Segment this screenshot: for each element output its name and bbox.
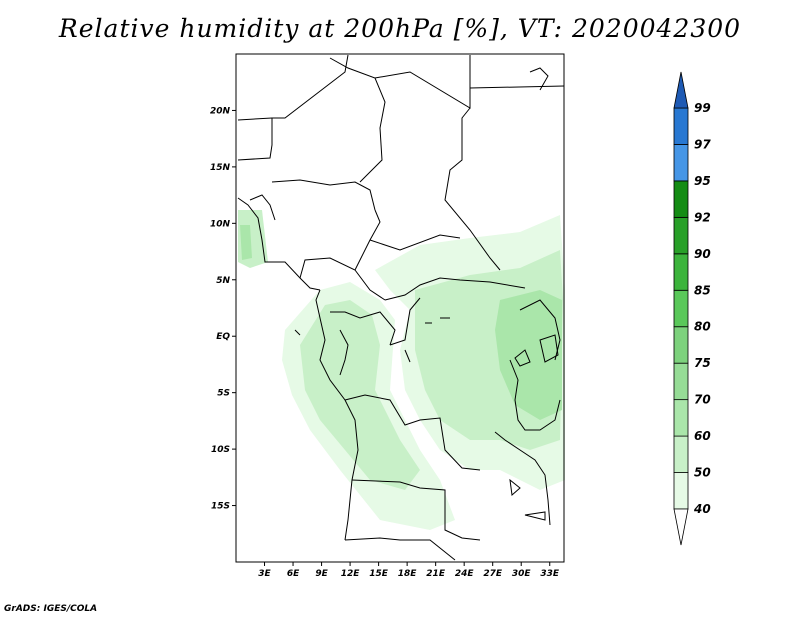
lon-tick-label: 33E — [540, 569, 560, 579]
lon-tick-label: 30E — [512, 569, 532, 579]
colorbar-box — [673, 399, 689, 437]
shading-area-gulf-inner — [240, 225, 252, 260]
shading-area-east — [495, 290, 562, 420]
lon-tick-label: 21E — [426, 569, 446, 579]
lat-tick-label: 15N — [210, 163, 231, 173]
colorbar-box — [673, 216, 689, 255]
lat-tick-label: 20N — [210, 106, 231, 116]
lat-tick-label: EQ — [216, 332, 230, 342]
colorbar-label: 99 — [694, 101, 711, 115]
lon-tick-label: 3E — [258, 569, 271, 579]
lat-tick-label: 10S — [211, 445, 230, 455]
colorbar-box — [673, 253, 689, 291]
lon-tick-label: 18E — [398, 569, 418, 579]
colorbar-box — [673, 362, 689, 401]
colorbar-label: 95 — [694, 174, 711, 188]
lat-tick-label: 10N — [210, 219, 231, 229]
colorbar-box — [673, 435, 689, 473]
colorbar-label: 40 — [693, 502, 711, 516]
map-frame — [235, 53, 565, 563]
colorbar-box — [673, 289, 689, 328]
colorbar-high-triangle — [673, 71, 689, 109]
map-figure: 3E 6E 9E 12E 15E 18E 21E 24E 27E 30E 33E 20N 15N 10N… — [210, 53, 711, 579]
colorbar-box — [673, 180, 689, 218]
colorbar-label: 50 — [694, 466, 711, 480]
colorbar: 40 50 60 70 75 80 85 90 92 95 97 99 — [673, 71, 711, 546]
lon-tick-label: 27E — [483, 569, 503, 579]
colorbar-low-triangle — [673, 508, 689, 546]
lon-tick-label: 9E — [315, 569, 328, 579]
colorbar-label: 97 — [694, 137, 711, 151]
lon-tick-label: 6E — [287, 569, 300, 579]
colorbar-box — [673, 326, 689, 364]
colorbar-label: 75 — [694, 356, 711, 370]
lat-tick-label: 5N — [216, 276, 230, 286]
colorbar-label: 70 — [694, 393, 711, 407]
lon-tick-label: 15E — [369, 569, 389, 579]
lon-tick-label: 12E — [341, 569, 361, 579]
longitude-axis: 3E 6E 9E 12E 15E 18E 21E 24E 27E 30E 33E — [258, 562, 560, 579]
colorbar-label: 80 — [694, 320, 711, 334]
colorbar-box — [673, 144, 689, 182]
lat-tick-label: 5S — [217, 389, 230, 399]
colorbar-label: 90 — [694, 247, 711, 261]
country-borders — [237, 54, 565, 561]
lat-tick-label: 15S — [211, 502, 230, 512]
grads-credit: GrADS: IGES/COLA — [4, 604, 98, 614]
shading-area-west-coast-inner — [300, 300, 420, 490]
map-title: Relative humidity at 200hPa [%], VT: 202… — [58, 14, 742, 43]
colorbar-label: 92 — [694, 210, 711, 224]
lon-tick-label: 24E — [455, 569, 475, 579]
colorbar-label: 85 — [694, 283, 711, 297]
colorbar-box — [673, 472, 689, 510]
colorbar-box — [673, 107, 689, 145]
colorbar-label: 60 — [694, 429, 711, 443]
latitude-axis: 20N 15N 10N 5N EQ 5S 10S 15S — [210, 106, 236, 512]
